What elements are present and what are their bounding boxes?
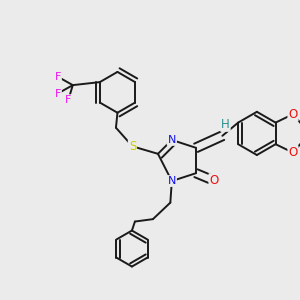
Text: S: S bbox=[129, 140, 136, 153]
Text: O: O bbox=[209, 174, 219, 187]
Text: O: O bbox=[288, 108, 298, 121]
Text: N: N bbox=[168, 176, 176, 186]
Text: N: N bbox=[168, 135, 176, 145]
Text: F: F bbox=[65, 95, 71, 105]
Text: H: H bbox=[221, 118, 230, 131]
Text: O: O bbox=[288, 146, 298, 159]
Text: F: F bbox=[55, 72, 61, 82]
Text: F: F bbox=[55, 88, 61, 98]
